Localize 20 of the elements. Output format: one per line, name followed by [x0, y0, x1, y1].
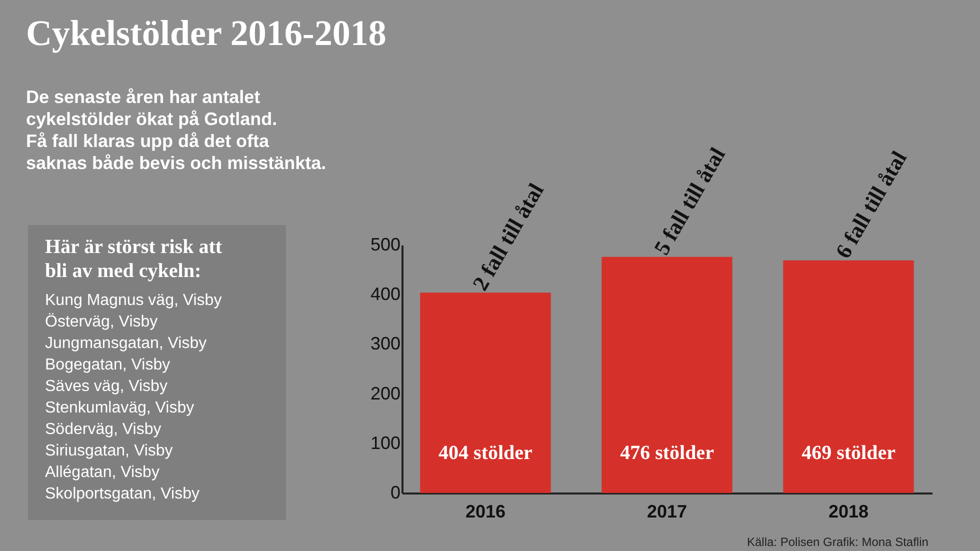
text: De senaste åren har antalet cykelstölder ökat på Gotland. Få fall klaras upp då det ofta saknas både bevis och misstänkta. — [26, 87, 326, 173]
x-tick-label: 2016 — [465, 502, 506, 522]
annotation: 6 fall till åtal — [830, 146, 912, 262]
data-label: 469 stölder — [802, 442, 896, 464]
text: Kung Magnus väg, Visby Österväg, Visby Jungmansgatan, Visby Bogegatan, Visby Säves väg, Visby Stenkumlaväg, Visby Söderväg, Visby Siriusgatan, Visby Allégatan, Visby Skolportsgatan, Visby — [45, 292, 222, 502]
y-tick-label: 200 — [370, 383, 400, 404]
y-tick-label: 100 — [370, 432, 400, 453]
y-tick-label: 500 — [370, 234, 400, 254]
y-tick-label: 400 — [370, 284, 400, 304]
x-tick-label: 2018 — [828, 502, 869, 522]
annotation: 2 fall till åtal — [467, 178, 549, 295]
text: Källa: Polisen Grafik: Mona Staflin — [747, 535, 928, 549]
text: Här är störst risk att bli av med cykeln: — [45, 236, 222, 282]
y-tick-label: 0 — [390, 482, 400, 502]
annotation: 5 fall till åtal — [648, 143, 730, 259]
x-tick-label: 2017 — [646, 502, 688, 522]
data-label: 476 stölder — [620, 442, 714, 464]
data-label: 404 stölder — [438, 442, 533, 464]
y-tick-label: 300 — [370, 334, 400, 354]
chart-title: Cykelstölder 2016-2018 — [26, 13, 386, 53]
